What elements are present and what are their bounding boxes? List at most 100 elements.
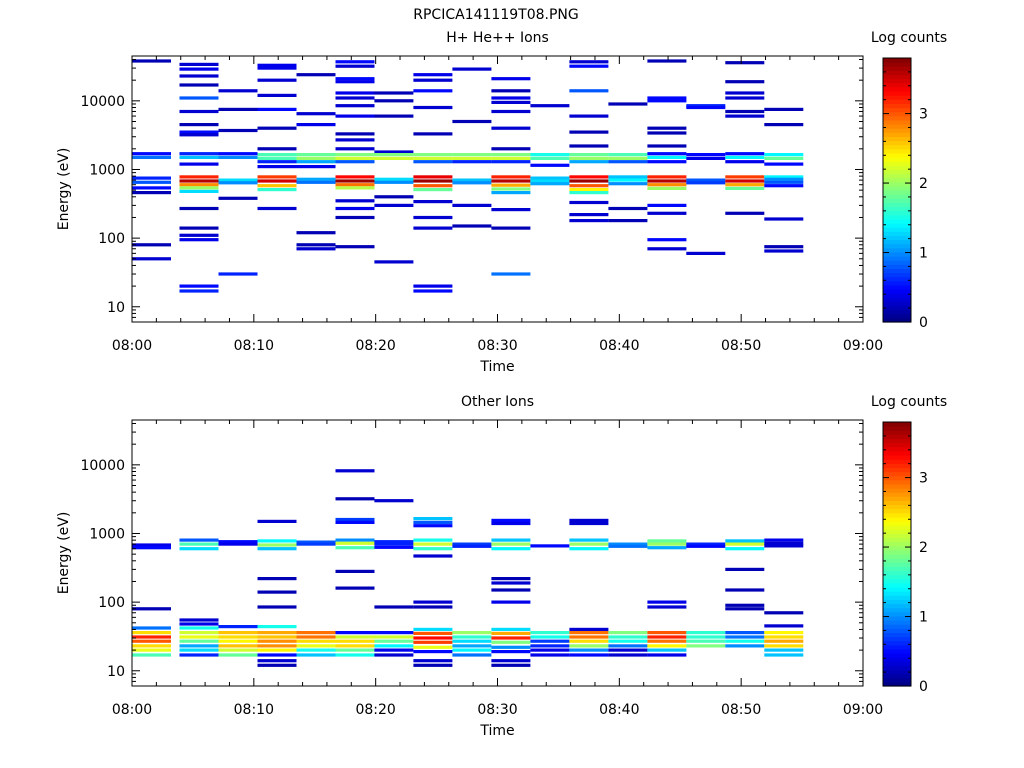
heatmap-cell xyxy=(569,114,609,118)
heatmap-cell xyxy=(647,631,687,635)
colorbar-swatch xyxy=(883,284,911,290)
heatmap-cell xyxy=(491,183,531,187)
colorbar-swatch xyxy=(883,169,911,175)
heatmap-cell xyxy=(491,650,531,654)
heatmap-cell xyxy=(569,188,609,192)
colorbar-swatch xyxy=(883,566,911,572)
heatmap-cell xyxy=(374,177,414,181)
heatmap-cell xyxy=(413,156,453,160)
heatmap-cell xyxy=(647,247,687,251)
heatmap-cell xyxy=(218,196,258,200)
heatmap-cell xyxy=(374,644,414,648)
heatmap-cell xyxy=(530,176,570,180)
heatmap-cell xyxy=(647,126,687,130)
heatmap-cell xyxy=(179,631,219,635)
heatmap-cell xyxy=(569,631,609,635)
heatmap-cell xyxy=(647,542,687,546)
colorbar-swatch xyxy=(883,595,911,600)
colorbar-swatch xyxy=(883,483,911,489)
colorbar-swatch xyxy=(883,132,911,137)
heatmap-cell xyxy=(296,644,336,648)
heatmap-cell xyxy=(413,160,453,164)
colorbar-swatch xyxy=(883,58,911,63)
heatmap-cell xyxy=(335,653,375,657)
colorbar-swatch xyxy=(883,508,911,514)
heatmap-cell xyxy=(491,77,531,81)
colorbar-swatch xyxy=(883,603,911,609)
heatmap-cell xyxy=(608,631,648,635)
colorbar-swatch xyxy=(883,611,911,617)
heatmap-cell xyxy=(491,645,531,649)
colorbar-swatch xyxy=(883,231,911,236)
x-tick-label: 08:10 xyxy=(234,338,274,354)
heatmap-cell xyxy=(647,186,687,190)
colorbar-swatch xyxy=(883,260,911,265)
heatmap-cell xyxy=(335,80,375,84)
heatmap-cell xyxy=(686,639,726,643)
colorbar-swatch xyxy=(883,426,911,431)
colorbar-swatch xyxy=(883,657,911,662)
heatmap-cell xyxy=(491,600,531,604)
heatmap-cell xyxy=(179,538,219,542)
heatmap-cell xyxy=(725,639,765,643)
colorbar-swatch xyxy=(883,582,911,588)
heatmap-cell xyxy=(725,183,765,187)
heatmap-cell xyxy=(725,542,765,546)
heatmap-cell xyxy=(764,180,804,184)
heatmap-cell xyxy=(257,184,297,188)
heatmap-cell xyxy=(608,635,648,639)
y-tick-label: 10000 xyxy=(80,458,125,474)
heatmap-cell xyxy=(179,238,219,242)
heatmap-cell xyxy=(335,586,375,590)
heatmap-cell xyxy=(569,160,609,164)
heatmap-cell xyxy=(335,64,375,68)
heatmap-cell xyxy=(569,521,609,526)
heatmap-cell xyxy=(608,542,648,546)
colorbar-tick-label: 2 xyxy=(919,176,928,192)
heatmap-cell xyxy=(569,191,609,195)
heatmap-cell xyxy=(452,156,492,160)
heatmap-cell xyxy=(413,524,453,528)
heatmap-cell xyxy=(335,114,375,118)
heatmap-cell xyxy=(764,648,804,652)
heatmap-cell xyxy=(530,156,570,160)
heatmap-cell xyxy=(491,208,531,212)
heatmap-cell xyxy=(179,123,219,127)
heatmap-cell xyxy=(647,648,687,652)
colorbar-swatch xyxy=(883,620,911,625)
heatmap-cell xyxy=(296,540,336,544)
heatmap-cell xyxy=(647,96,687,100)
heatmap-cell xyxy=(725,603,765,607)
heatmap-cell xyxy=(491,109,531,114)
colorbar-swatch xyxy=(883,434,911,440)
heatmap-cell xyxy=(569,175,609,179)
heatmap-cell xyxy=(452,224,492,228)
heatmap-cell xyxy=(335,497,375,501)
heatmap-cell xyxy=(296,231,336,235)
heatmap-cell xyxy=(725,152,765,156)
heatmap-cell xyxy=(491,160,531,164)
colorbar-swatch xyxy=(883,558,911,563)
x-tick-label: 09:00 xyxy=(843,338,883,354)
colorbar-swatch xyxy=(883,669,911,675)
colorbar-frame xyxy=(882,421,912,687)
colorbar-swatch xyxy=(883,214,911,220)
heatmap-cell xyxy=(179,639,219,643)
heatmap-cell xyxy=(491,156,531,160)
colorbar-swatch xyxy=(883,529,911,534)
heatmap-cell xyxy=(179,622,219,626)
heatmap-cell xyxy=(132,653,171,657)
colorbar-swatch xyxy=(883,599,911,605)
heatmap-cell xyxy=(647,155,687,159)
colorbar-swatch xyxy=(883,78,911,84)
heatmap-cell xyxy=(452,542,492,546)
colorbar-swatch xyxy=(883,549,911,555)
heatmap-cell xyxy=(764,635,804,639)
colorbar-swatch xyxy=(883,235,911,241)
colorbar-swatch xyxy=(883,210,911,216)
colorbar-swatch xyxy=(883,661,911,666)
heatmap-cell xyxy=(257,543,297,547)
x-tick-label: 08:10 xyxy=(234,702,274,718)
heatmap-cell xyxy=(647,600,687,604)
